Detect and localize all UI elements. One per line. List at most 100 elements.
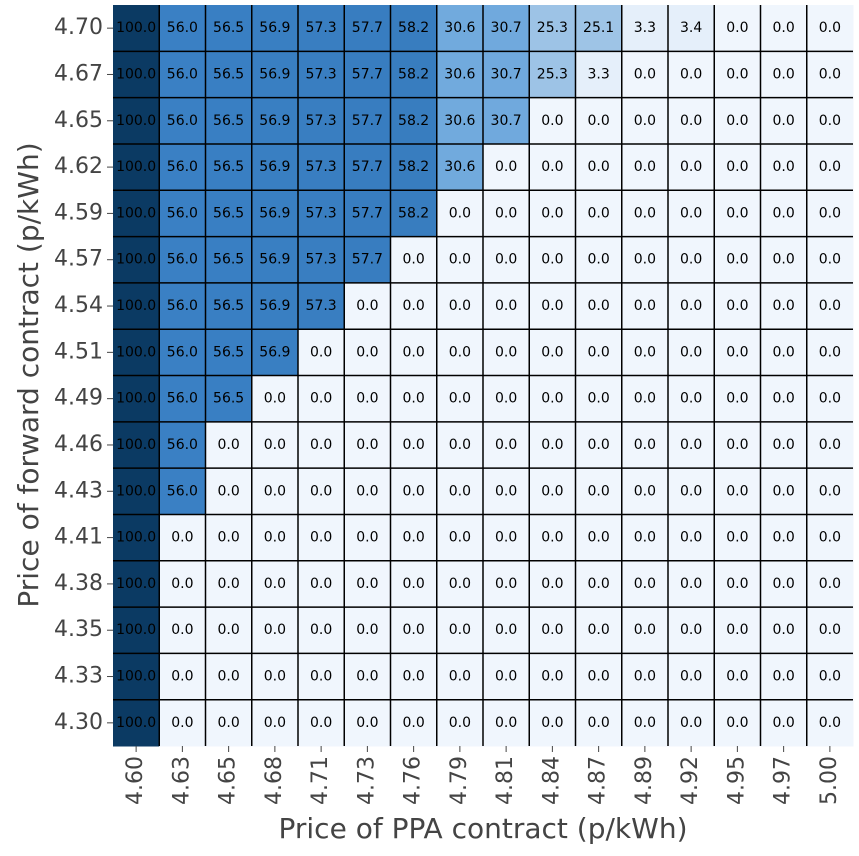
heat-cell (806, 560, 854, 608)
heat-cell (806, 51, 854, 99)
x-tick-label: 4.65 (216, 756, 241, 805)
heat-cell (668, 514, 715, 562)
cell-label: 56.5 (213, 66, 244, 82)
cell-label: 0.0 (449, 669, 471, 685)
cell-label: 0.0 (634, 66, 656, 82)
heat-cell (575, 421, 623, 469)
heat-cell (806, 190, 854, 238)
heat-cell (298, 282, 345, 330)
cell-label: 0.0 (310, 530, 332, 546)
cell-label: 0.0 (541, 252, 563, 268)
heat-cell (159, 560, 206, 608)
heat-cell (575, 607, 623, 654)
heat-cell (159, 421, 206, 469)
heat-cell (483, 236, 530, 284)
heat-cell (483, 421, 530, 469)
cell-label: 0.0 (541, 715, 563, 731)
y-tick-label: 4.30 (54, 710, 103, 735)
cell-label: 0.0 (264, 715, 286, 731)
heat-cell (483, 190, 530, 238)
cell-label: 0.0 (495, 622, 517, 638)
heat-cell (251, 51, 299, 99)
cell-label: 0.0 (819, 391, 841, 407)
heat-cell (251, 375, 299, 423)
heat-cell (298, 5, 345, 52)
cell-label: 100.0 (116, 159, 156, 175)
heat-cell (575, 329, 623, 376)
heat-cell (621, 51, 669, 99)
cell-label: 0.0 (449, 530, 471, 546)
cell-label: 0.0 (726, 344, 748, 360)
heat-cell (113, 5, 160, 52)
cell-label: 58.2 (398, 66, 429, 82)
cell-label: 56.5 (213, 391, 244, 407)
cell-label: 0.0 (356, 622, 378, 638)
cell-label: 0.0 (587, 715, 609, 731)
cell-label: 0.0 (449, 715, 471, 731)
heat-cell (390, 375, 438, 423)
heat-cell (621, 421, 669, 469)
heat-cell (113, 282, 160, 330)
heat-cell (760, 699, 808, 747)
heat-cell (668, 51, 715, 99)
cell-label: 0.0 (726, 437, 748, 453)
heat-cell (806, 5, 854, 52)
cell-label: 0.0 (680, 576, 702, 592)
cell-label: 0.0 (726, 205, 748, 221)
heat-cell (806, 514, 854, 562)
heat-cell (344, 97, 391, 145)
heat-cell (483, 329, 530, 376)
cell-label: 0.0 (680, 622, 702, 638)
heat-cell (298, 468, 345, 515)
heat-cell (113, 468, 160, 515)
heat-cell (668, 607, 715, 654)
heat-cell (298, 329, 345, 376)
cell-label: 0.0 (587, 391, 609, 407)
heat-cell (205, 282, 253, 330)
heat-cell (621, 97, 669, 145)
heat-cell (529, 51, 576, 99)
cell-label: 0.0 (680, 669, 702, 685)
cell-label: 0.0 (772, 205, 794, 221)
heat-cell (205, 653, 253, 701)
cell-label: 0.0 (402, 715, 424, 731)
cell-label: 0.0 (819, 344, 841, 360)
cell-label: 0.0 (680, 391, 702, 407)
cell-label: 0.0 (449, 252, 471, 268)
heat-cell (668, 468, 715, 515)
cell-label: 0.0 (587, 205, 609, 221)
heat-cell (806, 236, 854, 284)
heat-cell (529, 468, 576, 515)
cell-label: 0.0 (171, 669, 193, 685)
cell-label: 3.3 (587, 66, 609, 82)
cell-label: 0.0 (634, 252, 656, 268)
cell-label: 0.0 (680, 159, 702, 175)
x-tick-label: 4.84 (539, 756, 564, 805)
cell-label: 0.0 (680, 530, 702, 546)
x-tick-label: 4.92 (678, 756, 703, 805)
cell-label: 0.0 (680, 66, 702, 82)
heat-cell (205, 421, 253, 469)
cell-label: 0.0 (310, 715, 332, 731)
x-tick-label: 4.71 (308, 756, 333, 805)
cell-label: 0.0 (356, 715, 378, 731)
cell-label: 3.3 (634, 20, 656, 36)
heat-cell (251, 607, 299, 654)
heat-cell (621, 236, 669, 284)
heat-cell (159, 514, 206, 562)
cell-label: 0.0 (680, 483, 702, 499)
cell-label: 0.0 (356, 391, 378, 407)
cell-label: 0.0 (310, 576, 332, 592)
heat-cell (575, 143, 623, 191)
heat-cell (113, 653, 160, 701)
cell-label: 0.0 (819, 437, 841, 453)
heat-cell (714, 143, 761, 191)
y-tick-label: 4.70 (54, 15, 103, 40)
cell-label: 0.0 (449, 437, 471, 453)
heat-cell (714, 5, 761, 52)
heat-cell (436, 653, 484, 701)
heat-cell (529, 375, 576, 423)
cell-label: 57.3 (306, 159, 337, 175)
heat-cell (344, 468, 391, 515)
cell-label: 0.0 (634, 391, 656, 407)
